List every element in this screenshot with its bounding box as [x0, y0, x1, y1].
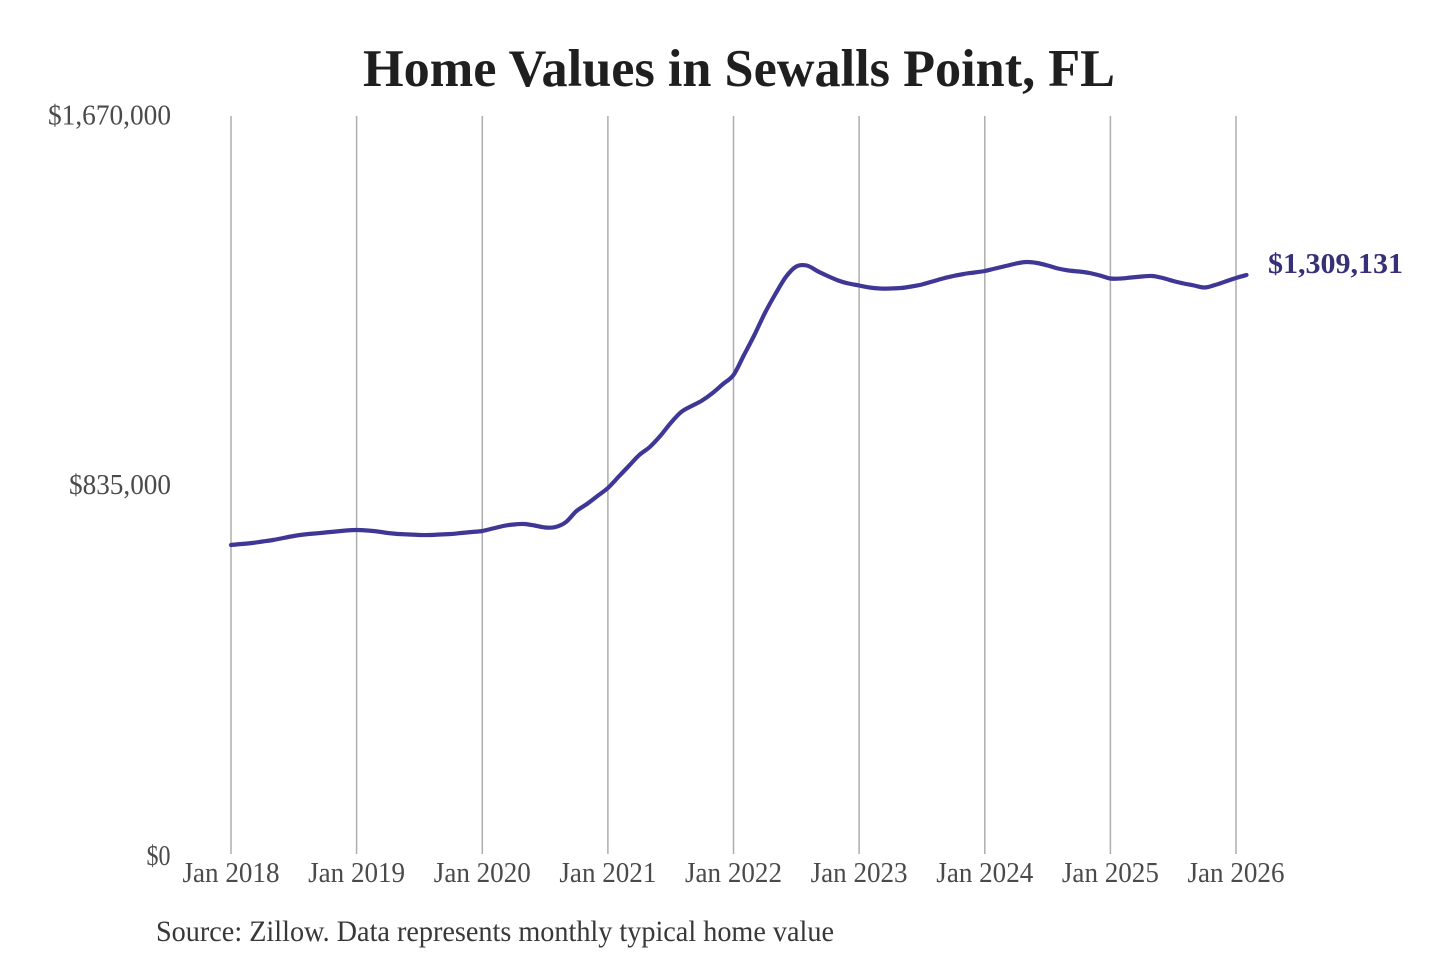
svg-text:Jan 2021: Jan 2021	[559, 857, 656, 889]
svg-text:Jan 2020: Jan 2020	[434, 857, 531, 889]
svg-text:Jan 2023: Jan 2023	[811, 857, 908, 889]
svg-text:Source: Zillow. Data represent: Source: Zillow. Data represents monthly …	[156, 915, 834, 948]
svg-text:Jan 2024: Jan 2024	[936, 857, 1033, 889]
svg-text:Jan 2019: Jan 2019	[308, 857, 405, 889]
svg-text:$1,670,000: $1,670,000	[48, 100, 171, 132]
svg-text:Home Values in Sewalls Point,: Home Values in Sewalls Point, FL	[363, 40, 1115, 98]
svg-text:Jan 2018: Jan 2018	[183, 857, 280, 889]
svg-text:Jan 2022: Jan 2022	[685, 857, 782, 889]
svg-text:$1,309,131: $1,309,131	[1268, 249, 1403, 280]
svg-text:Jan 2025: Jan 2025	[1062, 857, 1159, 889]
svg-text:$835,000: $835,000	[69, 469, 171, 501]
svg-text:Jan 2026: Jan 2026	[1188, 857, 1285, 889]
svg-text:$0: $0	[147, 840, 171, 872]
